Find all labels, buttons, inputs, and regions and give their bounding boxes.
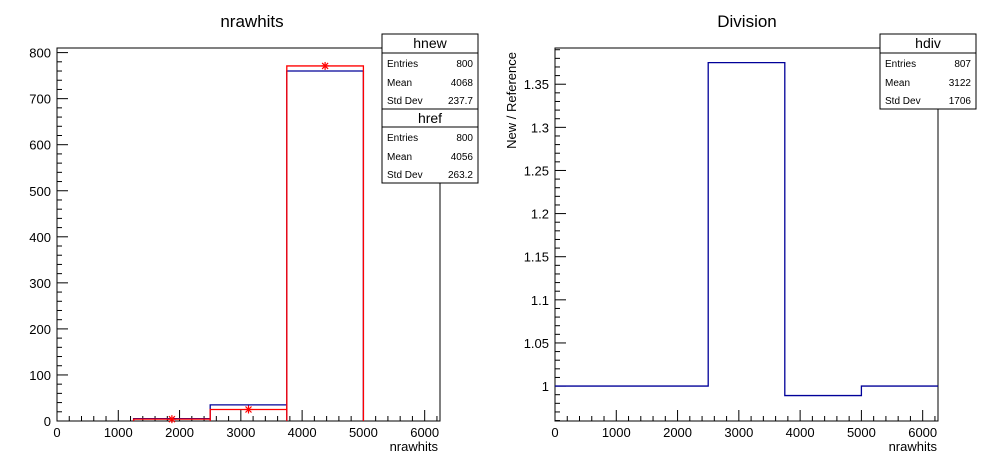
data-marker-star: [321, 61, 330, 70]
histogram-line-hnew: [132, 65, 365, 421]
x-tick-label: 3000: [724, 425, 753, 440]
y-tick-label: 1: [542, 379, 549, 394]
x-tick-label: 4000: [288, 425, 317, 440]
data-marker-star: [167, 415, 176, 424]
stats-value: 800: [456, 133, 473, 144]
stats-value: 800: [456, 59, 473, 70]
stats-value: 263.2: [448, 170, 473, 181]
y-tick-label: 600: [29, 138, 51, 153]
stats-box-hdiv: hdiv Entries 807 Mean 3122 Std Dev 1706: [879, 33, 977, 110]
stats-label: Mean: [387, 152, 412, 163]
histogram-line-hdiv: [555, 62, 938, 397]
data-marker-star: [244, 405, 253, 414]
y-tick-label: 1.35: [524, 77, 549, 92]
stats-box-title: href: [418, 110, 442, 126]
y-tick-label: 1.25: [524, 163, 549, 178]
left-histograms: [132, 61, 365, 424]
left-chart-title: nrawhits: [220, 12, 283, 31]
right-chart-title: Division: [717, 12, 777, 31]
x-tick-label: 3000: [226, 425, 255, 440]
stats-label: Std Dev: [885, 96, 921, 107]
y-tick-label: 700: [29, 92, 51, 107]
right-x-axis-label: nrawhits: [889, 439, 938, 454]
x-tick-label: 6000: [410, 425, 439, 440]
left-plot-frame: [56, 47, 441, 422]
stats-label: Entries: [387, 59, 418, 70]
x-tick-label: 0: [53, 425, 60, 440]
y-tick-label: 300: [29, 276, 51, 291]
stats-value: 4056: [451, 152, 474, 163]
y-tick-label: 400: [29, 230, 51, 245]
stats-label: Entries: [387, 133, 418, 144]
histogram-line-href: [132, 70, 365, 421]
stats-label: Mean: [387, 78, 412, 89]
x-tick-label: 5000: [847, 425, 876, 440]
y-tick-label: 1.2: [531, 207, 549, 222]
stats-box-hnew: hnew Entries 800 Mean 4068 Std Dev 237.7: [381, 33, 479, 110]
x-tick-label: 6000: [908, 425, 937, 440]
stats-box-href: href Entries 800 Mean 4056 Std Dev 263.2: [381, 108, 479, 184]
stats-value: 4068: [451, 78, 474, 89]
y-tick-label: 800: [29, 46, 51, 61]
y-tick-label: 200: [29, 322, 51, 337]
x-tick-label: 4000: [786, 425, 815, 440]
y-tick-label: 0: [44, 414, 51, 429]
stats-box-title: hdiv: [915, 35, 941, 51]
x-tick-label: 1000: [104, 425, 133, 440]
stats-label: Std Dev: [387, 96, 423, 107]
stats-value: 807: [954, 59, 971, 70]
y-tick-label: 1.05: [524, 336, 549, 351]
x-tick-label: 1000: [602, 425, 631, 440]
right-ticks: 0 1000 2000 3000 4000 5000 6000 1 1.05 1.1 1.15 1.2…: [524, 49, 937, 440]
left-ticks: 0 1000 2000 3000 4000 5000 6000 0 100 200 300 400 50…: [29, 46, 439, 440]
left-panel: nrawhits 0 1000 2000 3000 4000 5000 6000 0 100 20…: [29, 12, 479, 454]
y-tick-label: 100: [29, 368, 51, 383]
x-tick-label: 5000: [349, 425, 378, 440]
right-plot-frame: [554, 47, 939, 422]
stats-value: 1706: [949, 96, 972, 107]
left-x-axis-label: nrawhits: [390, 439, 439, 454]
y-tick-label: 500: [29, 184, 51, 199]
x-tick-label: 0: [551, 425, 558, 440]
y-tick-label: 1.15: [524, 250, 549, 265]
stats-label: Std Dev: [387, 170, 423, 181]
x-tick-label: 2000: [165, 425, 194, 440]
x-tick-label: 2000: [663, 425, 692, 440]
y-tick-label: 1.1: [531, 293, 549, 308]
stats-label: Entries: [885, 59, 916, 70]
stats-value: 3122: [949, 78, 972, 89]
stats-value: 237.7: [448, 96, 473, 107]
right-y-axis-label: New / Reference: [504, 52, 519, 149]
stats-box-title: hnew: [413, 35, 447, 51]
right-histograms: [555, 62, 938, 397]
right-panel: Division 0 1000 2000 3000 4000 5000 6000 1 1.05 1…: [504, 12, 977, 454]
y-tick-label: 1.3: [531, 120, 549, 135]
stats-label: Mean: [885, 78, 910, 89]
